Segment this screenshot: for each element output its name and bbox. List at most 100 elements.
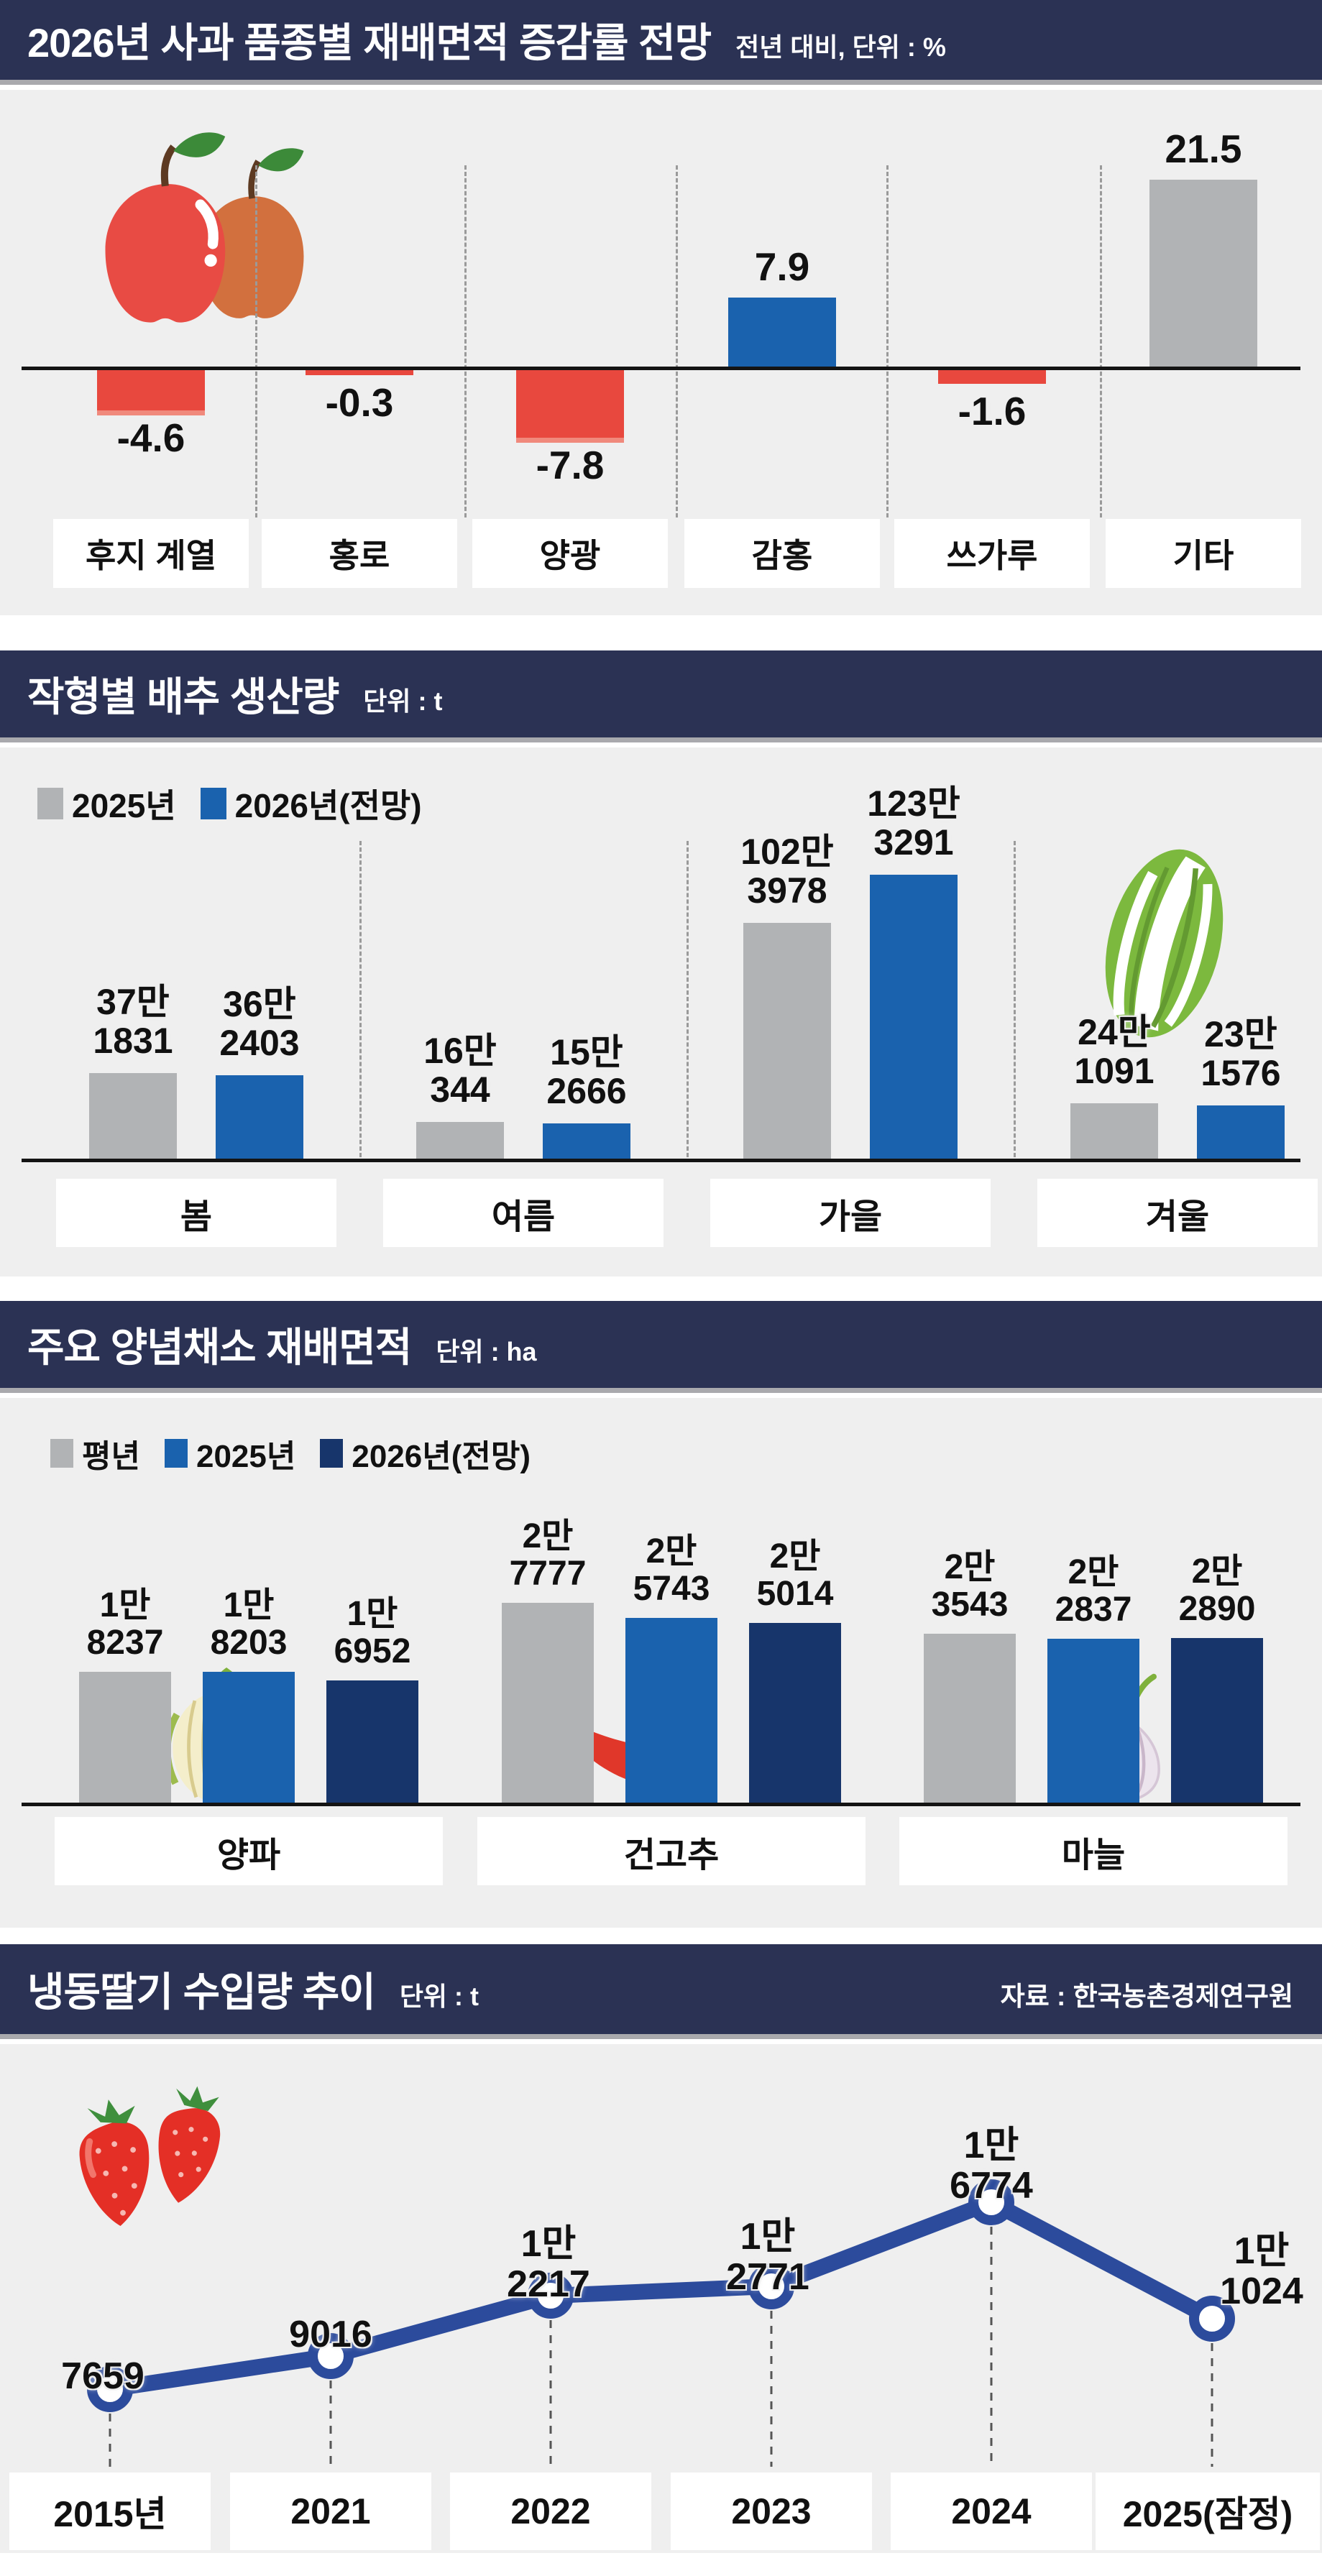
legend-label: 평년 (82, 1439, 140, 1474)
value-line: 2771 (726, 2256, 809, 2299)
legend-swatch (37, 788, 63, 819)
legend-swatch (320, 1439, 344, 1468)
legend-label: 2026년(전망) (352, 1439, 531, 1474)
axis-line (22, 1803, 1300, 1806)
cabbage-value-label: 24만 1091 (1074, 1013, 1154, 1090)
year-label-2021: 2021 (230, 2472, 431, 2550)
value-line: 23만 (1204, 1014, 1277, 1054)
section-header-veg: 주요 양념채소 재배면적 단위 : ha (0, 1301, 1322, 1393)
cabbage-bar-봄-1 (216, 1075, 303, 1159)
value-line: 2만 (1068, 1553, 1119, 1591)
data-point-2022 (528, 2273, 574, 2319)
legend-swatch (164, 1439, 188, 1468)
veg-category-label: 양파 (55, 1817, 443, 1885)
value-line: 1만 (223, 1586, 275, 1624)
apple-bar-0 (97, 370, 205, 415)
value-line: 16만 (423, 1031, 497, 1071)
cabbage-bar-겨울-0 (1070, 1103, 1158, 1159)
value-line: 1831 (93, 1021, 173, 1061)
apple-chart-area: -4.6 후지 계열 -0.3 홍로 -7.8 양광 7.9 감홍 -1.6 쓰가루 21.5 기타 (0, 90, 1322, 615)
value-line: 2만 (944, 1548, 996, 1586)
cabbage-bar-여름-0 (416, 1122, 504, 1159)
apple-bar-3 (728, 298, 836, 367)
section-title-cabbage: 작형별 배추 생산량 (27, 674, 339, 719)
cabbage-bar-봄-0 (89, 1073, 177, 1159)
value-line: 37만 (96, 982, 170, 1022)
column-separator (464, 165, 467, 518)
column-separator (255, 165, 257, 518)
cabbage-value-label: 15만 2666 (546, 1033, 626, 1110)
legend-item: 2025년 (164, 1430, 296, 1476)
veg-value-label: 2만 2837 (1055, 1554, 1132, 1629)
legend-swatch (200, 788, 226, 819)
legend-swatch (50, 1439, 73, 1468)
value-line: 1만 (1234, 2230, 1290, 2272)
section-unit-apple: 전년 대비, 단위 : % (735, 32, 946, 62)
cabbage-category-label: 봄 (56, 1179, 336, 1247)
cabbage-category-label: 여름 (383, 1179, 664, 1247)
column-separator (1100, 165, 1102, 518)
value-line: 36만 (223, 984, 296, 1024)
section-title-veg: 주요 양념채소 재배면적 (27, 1325, 412, 1370)
year-label-2022: 2022 (450, 2472, 651, 2550)
import-value-label: 7659 (61, 2356, 144, 2396)
legend-item: 2026년(전망) (320, 1430, 531, 1476)
column-separator (359, 841, 362, 1157)
veg-value-label: 2만 5014 (757, 1538, 834, 1613)
strawberries-icon (75, 2084, 242, 2240)
import-value-label: 1만 2217 (507, 2224, 590, 2304)
apple-category-label: 쓰가루 (894, 519, 1090, 588)
veg-value-label: 1만 8237 (87, 1587, 164, 1662)
veg-bar-마늘-2 (1171, 1638, 1263, 1803)
cabbage-bar-여름-1 (543, 1123, 630, 1159)
legend-item: 2025년 (37, 780, 176, 827)
section-title-strawberry: 냉동딸기 수입량 추이 (27, 1969, 376, 2015)
apple-category-label: 기타 (1106, 519, 1301, 588)
zero-line (22, 367, 1300, 370)
value-line: 344 (430, 1070, 490, 1110)
apple-value-label: 21.5 (1165, 126, 1242, 171)
cabbage-bar-가을-0 (743, 923, 831, 1159)
veg-value-label: 2만 3543 (932, 1549, 1009, 1624)
apple-category-label: 후지 계열 (53, 519, 249, 588)
year-label-2024: 2024 (891, 2472, 1092, 2550)
cabbage-value-label: 123만 3291 (867, 784, 960, 862)
import-value-label: 1만 1024 (1220, 2231, 1303, 2312)
import-value-label: 1만 2771 (726, 2217, 809, 2297)
value-line: 8203 (210, 1623, 288, 1662)
veg-value-label: 2만 5743 (633, 1533, 710, 1608)
value-line: 5014 (756, 1574, 834, 1613)
section-header-cabbage: 작형별 배추 생산량 단위 : t (0, 650, 1322, 742)
apple-value-label: -1.6 (958, 389, 1027, 433)
value-line: 102만 (740, 832, 834, 872)
value-line: 5743 (633, 1569, 710, 1608)
value-line: 2만 (769, 1537, 821, 1576)
apple-value-label: -0.3 (325, 380, 394, 425)
veg-value-label: 1만 6952 (334, 1596, 411, 1670)
cabbage-category-label: 가을 (710, 1179, 991, 1247)
legend-label: 2025년 (196, 1439, 296, 1474)
value-line: 2403 (219, 1023, 300, 1063)
value-line: 1만 (740, 2216, 796, 2258)
value-line: 1576 (1201, 1053, 1281, 1093)
import-value-label: 1만 6774 (950, 2125, 1033, 2206)
strawberry-chart-area: 7659 9016 1만 2217 1만 2771 1만 6774 1만 1024 2015년 202… (0, 2044, 1322, 2553)
apples-icon (81, 129, 329, 338)
axis-line (22, 1159, 1300, 1162)
value-line: 6952 (334, 1632, 411, 1670)
column-separator (687, 841, 689, 1157)
year-label-2025(잠정): 2025(잠정) (1096, 2472, 1320, 2550)
section-unit-cabbage: 단위 : t (363, 686, 443, 716)
veg-value-label: 1만 8203 (211, 1587, 288, 1662)
veg-bar-양파-1 (203, 1672, 295, 1803)
veg-bar-양파-0 (79, 1672, 171, 1803)
cabbage-category-label: 겨울 (1037, 1179, 1318, 1247)
year-label-2015년: 2015년 (9, 2472, 211, 2550)
legend-item: 평년 (50, 1430, 140, 1476)
veg-bar-마늘-0 (924, 1634, 1016, 1803)
value-line: 1만 (99, 1586, 151, 1624)
apple-bar-4 (938, 370, 1046, 384)
veg-chart-area: 평년 2025년 2026년(전망) 1만 8237 1만 8203 1만 6952 양파 2만 77… (0, 1398, 1322, 1928)
apple-category-label: 양광 (472, 519, 668, 588)
data-source-label: 자료 : 한국농촌경제연구원 (1000, 1981, 1293, 2011)
